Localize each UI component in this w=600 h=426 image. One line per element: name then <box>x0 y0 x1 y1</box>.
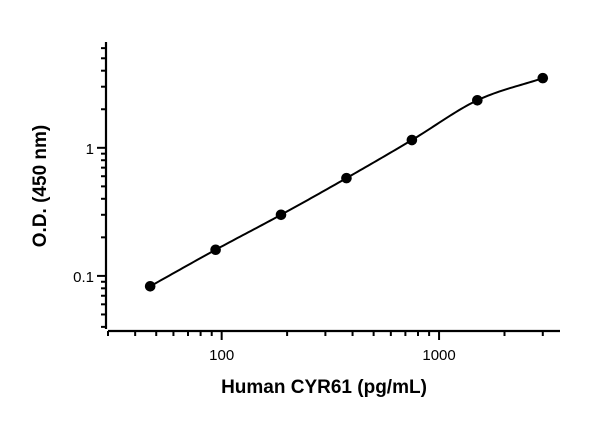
x-axis-title: Human CYR61 (pg/mL) <box>221 377 427 398</box>
y-axis-title: O.D. (450 nm) <box>30 125 51 247</box>
axes: 100 1000 0.1 1 <box>73 42 560 364</box>
data-point <box>341 172 352 184</box>
x-tick-label: 1000 <box>422 347 455 364</box>
y-tick-label: 0.1 <box>73 269 94 286</box>
data-point <box>275 209 287 221</box>
y-tick-label: 1 <box>86 141 94 158</box>
data-point <box>537 72 549 84</box>
x-tick-label: 100 <box>209 347 234 364</box>
data-points-layer <box>144 72 549 292</box>
data-point <box>144 280 156 292</box>
data-point <box>406 134 418 146</box>
data-point <box>472 94 483 106</box>
data-point <box>210 244 221 256</box>
